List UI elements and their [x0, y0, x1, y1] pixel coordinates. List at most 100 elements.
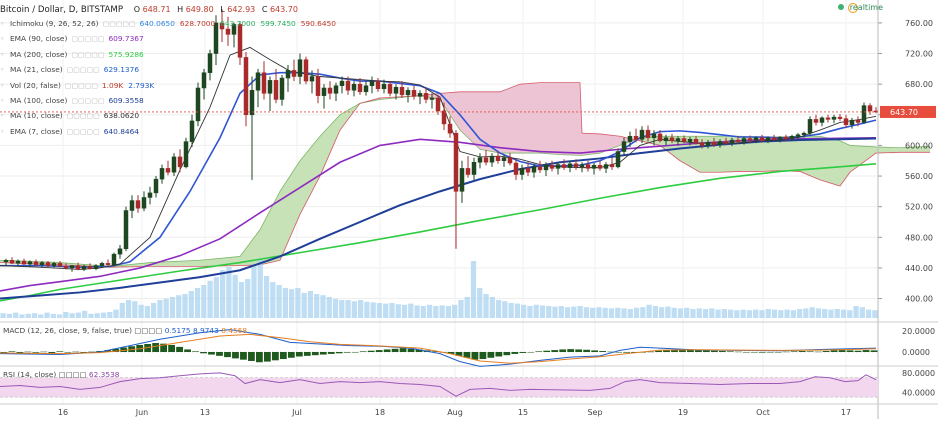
candle-body[interactable] [447, 123, 453, 134]
candle-body[interactable] [279, 77, 285, 100]
candle-body[interactable] [861, 105, 867, 123]
candle-body[interactable] [63, 266, 69, 269]
candle-body[interactable] [417, 93, 423, 97]
candle-body[interactable] [219, 22, 225, 30]
candle-body[interactable] [729, 139, 735, 144]
candle-body[interactable] [609, 164, 615, 168]
candle-body[interactable] [87, 266, 93, 269]
candle-body[interactable] [651, 133, 657, 139]
candle-body[interactable] [435, 97, 441, 112]
time-axis[interactable]: 16 Jun 13 Jul 18 Aug 15 Sep 19 Oct 17 [58, 408, 851, 417]
candle-body[interactable] [579, 164, 585, 168]
candle-body[interactable] [783, 136, 789, 139]
candle-body[interactable] [675, 138, 681, 142]
legend-row-2[interactable]: ◦ MA (200, close) ▢▢▢▢▢ 575.9286 [0, 48, 149, 62]
candle-body[interactable] [291, 70, 297, 77]
candle-body[interactable] [681, 138, 687, 142]
candle-body[interactable] [357, 83, 363, 93]
eye-icon[interactable]: ◦ [0, 80, 5, 90]
legend-row-3[interactable]: ◦ MA (21, close) ▢▢▢▢▢ 629.1376 [0, 63, 144, 77]
candle-body[interactable] [81, 266, 87, 270]
eye-icon[interactable]: ◦ [0, 34, 5, 44]
candle-body[interactable] [687, 139, 693, 142]
candle-body[interactable] [27, 261, 33, 265]
candle-body[interactable] [411, 90, 417, 97]
candle-body[interactable] [855, 119, 861, 123]
candle-body[interactable] [843, 118, 849, 125]
eye-icon[interactable]: ◦ [0, 111, 5, 121]
candle-body[interactable] [195, 87, 201, 122]
candle-body[interactable] [639, 129, 645, 140]
candle-body[interactable] [315, 76, 321, 96]
candle-body[interactable] [669, 137, 675, 142]
rsi-legend[interactable]: RSI (14, close) ▢▢▢▢ 62.3538 [3, 369, 119, 381]
candle-body[interactable] [567, 163, 573, 168]
candle-body[interactable] [753, 137, 759, 141]
candle-body[interactable] [165, 168, 171, 173]
candle-body[interactable] [423, 93, 429, 100]
candle-body[interactable] [201, 72, 207, 89]
candle-body[interactable] [255, 72, 261, 91]
candle-body[interactable] [645, 129, 651, 139]
candle-body[interactable] [57, 263, 63, 267]
candle-body[interactable] [807, 119, 813, 134]
candle-body[interactable] [711, 142, 717, 145]
candle-body[interactable] [513, 162, 519, 175]
candle-body[interactable] [141, 197, 147, 209]
candle-body[interactable] [321, 87, 327, 96]
candle-body[interactable] [597, 165, 603, 169]
candle-body[interactable] [549, 165, 555, 169]
candle-body[interactable] [15, 260, 21, 264]
candle-body[interactable] [123, 210, 129, 250]
candle-body[interactable] [777, 136, 783, 140]
legend-settings-icon[interactable]: ▢▢▢▢▢ [66, 66, 100, 75]
candle-body[interactable] [261, 72, 267, 94]
candle-body[interactable] [69, 265, 75, 269]
candle-body[interactable] [171, 156, 177, 173]
legend-row-7[interactable]: ◦ EMA (7, close) ▢▢▢▢▢ 640.8464 [0, 125, 144, 139]
candle-body[interactable] [531, 166, 537, 173]
legend-settings-icon[interactable]: ▢▢▢▢▢ [71, 97, 105, 105]
legend-row-5[interactable]: ◦ MA (100, close) ▢▢▢▢▢ 609.3558 [0, 94, 149, 108]
candle-body[interactable] [747, 138, 753, 141]
legend-settings-icon[interactable]: ▢▢▢▢▢ [71, 35, 105, 44]
candle-body[interactable] [273, 80, 279, 100]
candle-body[interactable] [465, 168, 471, 175]
candle-body[interactable] [663, 137, 669, 142]
legend-settings-icon[interactable]: ▢▢▢▢▢ [102, 20, 136, 28]
candle-body[interactable] [393, 86, 399, 94]
legend-settings-icon[interactable]: ▢▢▢▢▢ [66, 112, 100, 121]
candle-body[interactable] [303, 59, 309, 82]
eye-icon[interactable]: ◦ [0, 126, 5, 136]
candle-body[interactable] [537, 166, 543, 171]
rsi-pane[interactable]: 80.0000 40.0000 [0, 369, 935, 398]
candle-body[interactable] [429, 97, 435, 100]
candle-body[interactable] [459, 168, 465, 192]
candle-body[interactable] [561, 164, 567, 168]
legend-row-1[interactable]: ◦ EMA (90, close) ▢▢▢▢▢ 609.7367 [0, 32, 149, 46]
candle-body[interactable] [471, 162, 477, 175]
candle-body[interactable] [231, 24, 237, 35]
candle-body[interactable] [735, 139, 741, 142]
candle-body[interactable] [501, 157, 507, 161]
candle-body[interactable] [453, 132, 459, 192]
candle-body[interactable] [327, 87, 333, 94]
candle-body[interactable] [717, 141, 723, 145]
candle-body[interactable] [825, 117, 831, 120]
candle-body[interactable] [789, 135, 795, 139]
legend-settings-icon[interactable]: ▢▢▢▢▢ [71, 50, 105, 59]
legend-row-0[interactable]: ◦ Ichimoku (9, 26, 52, 26) ▢▢▢▢▢ 640.0650 62… [0, 17, 341, 31]
candle-body[interactable] [351, 83, 357, 91]
candle-body[interactable] [99, 263, 105, 266]
candle-body[interactable] [723, 141, 729, 144]
candle-body[interactable] [285, 70, 291, 79]
macd-settings-icon[interactable]: ▢▢▢▢ [134, 326, 163, 335]
candle-body[interactable] [483, 157, 489, 163]
legend-row-4[interactable]: ◦ Vol (20, false) ▢▢▢▢▢ 1.09K 2.793K [0, 79, 159, 93]
candle-body[interactable] [519, 168, 525, 175]
candle-body[interactable] [573, 163, 579, 168]
candle-body[interactable] [183, 141, 189, 168]
eye-icon[interactable]: ◦ [0, 65, 5, 75]
candle-body[interactable] [489, 155, 495, 163]
candle-body[interactable] [333, 85, 339, 94]
